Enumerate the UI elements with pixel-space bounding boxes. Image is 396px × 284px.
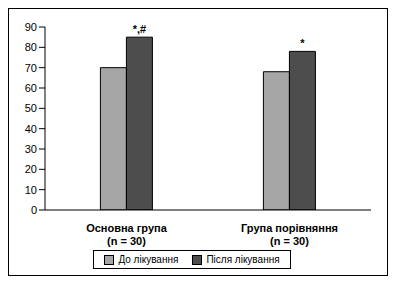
- svg-text:50: 50: [25, 102, 37, 114]
- svg-text:10: 10: [25, 184, 37, 196]
- svg-text:30: 30: [25, 143, 37, 155]
- html-text:Після лікування: Після лікування: [206, 254, 280, 265]
- html-text:До лікування: До лікування: [118, 254, 179, 265]
- svg-text:*: *: [300, 37, 305, 49]
- svg-text:0: 0: [31, 204, 37, 216]
- svg-text:Основна група(n = 30): Основна група(n = 30): [86, 222, 168, 247]
- svg-text:20: 20: [25, 163, 37, 175]
- svg-text:90: 90: [25, 21, 37, 33]
- svg-text:70: 70: [25, 62, 37, 74]
- svg-text:80: 80: [25, 41, 37, 53]
- svg-text:*,#: *,#: [133, 23, 146, 35]
- svg-text:40: 40: [25, 123, 37, 135]
- svg-text:60: 60: [25, 82, 37, 94]
- svg-text:Група порівняння(n = 30): Група порівняння(n = 30): [241, 222, 338, 247]
